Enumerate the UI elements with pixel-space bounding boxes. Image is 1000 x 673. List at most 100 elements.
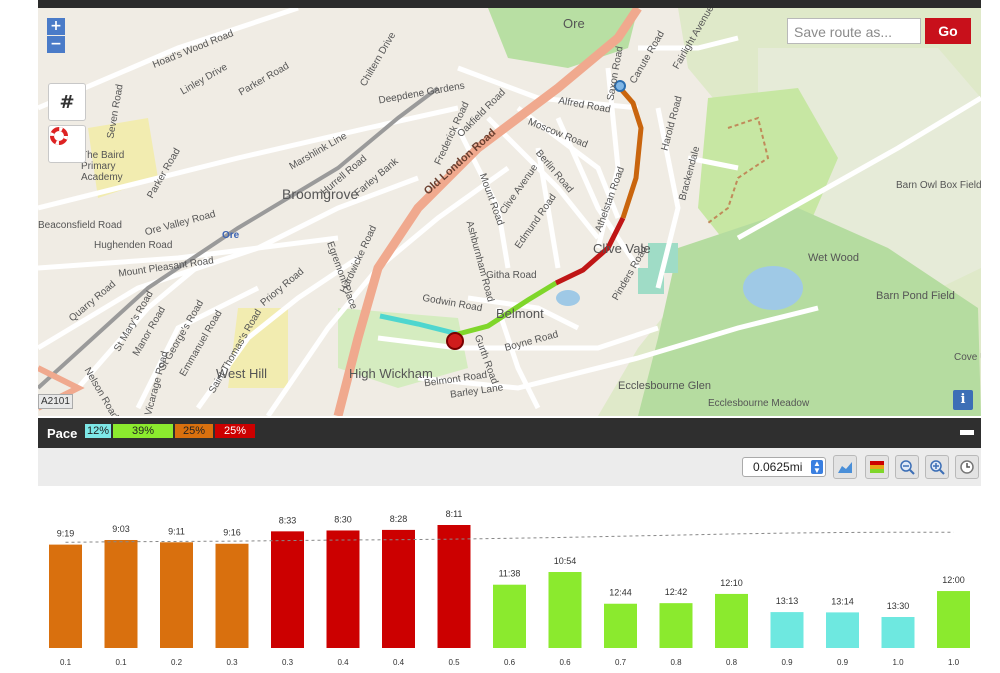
route-end-marker xyxy=(446,332,464,350)
distance-tick-label: 0.7 xyxy=(615,658,627,667)
pace-bar[interactable] xyxy=(160,542,193,648)
road-label: Hughenden Road xyxy=(94,240,173,251)
zoom-in-icon xyxy=(930,460,945,475)
pace-value-label: 12:00 xyxy=(942,575,965,585)
distance-tick-label: 0.1 xyxy=(60,658,72,667)
place-label: Cove Unde xyxy=(954,352,981,363)
pace-bar[interactable] xyxy=(826,612,859,648)
pace-trend-line xyxy=(65,531,954,543)
old-london-road xyxy=(333,8,642,416)
chart-toolbar: 0.0625mi ▲ ▼ xyxy=(38,448,981,486)
distance-tick-label: 0.5 xyxy=(448,658,460,667)
place-label: Ecclesbourne Meadow xyxy=(708,398,810,409)
school-area xyxy=(88,118,158,198)
place-label: Ecclesbourne Glen xyxy=(618,380,711,392)
west-hill-area xyxy=(228,308,288,388)
pace-bar[interactable] xyxy=(715,593,748,648)
clock-icon xyxy=(960,460,974,474)
pace-bar[interactable] xyxy=(604,603,637,648)
interval-value: 0.0625mi xyxy=(753,460,803,474)
pace-bar[interactable] xyxy=(437,525,471,648)
map-base xyxy=(38,8,981,416)
distance-tick-label: 0.4 xyxy=(337,658,349,667)
save-route-field[interactable] xyxy=(787,18,922,44)
road-label: Githa Road xyxy=(486,270,537,281)
pond-2 xyxy=(556,290,580,306)
lifebuoy-icon xyxy=(50,127,68,145)
lifebuoy-tool-button[interactable] xyxy=(48,125,86,163)
pace-value-label: 13:14 xyxy=(831,596,854,606)
distance-tick-label: 0.9 xyxy=(781,658,793,667)
pace-bar[interactable] xyxy=(271,531,304,648)
interval-select[interactable]: 0.0625mi ▲ ▼ xyxy=(742,457,826,477)
pace-legend-chip: 25% xyxy=(215,424,255,438)
pace-value-label: 8:30 xyxy=(334,514,352,524)
station-label: Ore xyxy=(222,230,240,241)
collapse-panel-button[interactable] xyxy=(960,430,974,435)
place-label: Barn Owl Box Field xyxy=(896,180,981,191)
route-segment-red xyxy=(554,216,626,286)
color-scale-button[interactable] xyxy=(865,455,889,479)
railway-line xyxy=(38,86,440,390)
place-label: Wet Wood xyxy=(808,252,859,264)
place-label: The Baird Primary Academy xyxy=(81,150,125,183)
pace-legend-chip: 39% xyxy=(113,424,173,438)
distance-tick-label: 0.6 xyxy=(504,658,516,667)
pace-panel-header: Pace 12% 39% 25% 25% xyxy=(38,418,981,448)
place-label: Ore xyxy=(563,16,585,31)
pace-bar[interactable] xyxy=(215,543,249,648)
go-button[interactable]: Go xyxy=(925,18,971,44)
distance-tick-label: 0.2 xyxy=(171,658,183,667)
zoom-out-icon xyxy=(900,460,915,475)
hash-grid-icon: # xyxy=(59,91,75,113)
zoom-out-button[interactable]: − xyxy=(47,36,65,53)
pace-bar[interactable] xyxy=(326,530,360,648)
chevron-updown-icon: ▲ ▼ xyxy=(811,460,823,475)
pace-value-label: 10:54 xyxy=(554,556,577,566)
pace-bar[interactable] xyxy=(881,617,915,648)
pace-value-label: 12:10 xyxy=(720,578,743,588)
distance-tick-label: 0.9 xyxy=(837,658,849,667)
map-view[interactable]: Ore Broomgrove Clive Vale Belmont High W… xyxy=(38,8,981,416)
route-start-marker xyxy=(614,80,626,92)
pace-legend-chip: 25% xyxy=(175,424,213,438)
pace-bar[interactable] xyxy=(937,591,970,648)
distance-tick-label: 0.6 xyxy=(559,658,571,667)
pace-value-label: 12:44 xyxy=(609,588,632,598)
zoom-in-button[interactable]: + xyxy=(47,18,65,35)
distance-tick-label: 0.8 xyxy=(726,658,738,667)
route-segment-green xyxy=(457,280,558,337)
pace-legend-chip: 12% xyxy=(85,424,111,438)
color-scale-icon xyxy=(870,461,884,473)
route-segment-fast-cyan xyxy=(379,313,459,337)
pace-value-label: 9:03 xyxy=(112,524,130,534)
save-route-input[interactable] xyxy=(792,23,922,41)
pace-value-label: 8:28 xyxy=(390,514,408,524)
zoom-in-chart-button[interactable] xyxy=(925,455,949,479)
distance-tick-label: 0.8 xyxy=(670,658,682,667)
top-bar xyxy=(38,0,981,8)
road-label: Beaconsfield Road xyxy=(38,220,122,231)
place-label: Belmont xyxy=(496,306,544,321)
grid-tool-button[interactable]: # xyxy=(48,83,86,121)
pace-chart-svg: 9:19 0.1 9:03 0.1 9:11 0.2 9:16 0.3 8:33 0.3 8:30 0… xyxy=(49,509,970,667)
pace-bar[interactable] xyxy=(770,612,804,648)
pace-bar[interactable] xyxy=(659,603,693,648)
pace-bar[interactable] xyxy=(548,572,582,648)
pace-value-label: 13:13 xyxy=(776,596,799,606)
info-button[interactable]: i xyxy=(953,390,973,410)
pace-bar[interactable] xyxy=(382,529,415,648)
pace-value-label: 9:11 xyxy=(168,526,185,536)
pace-title: Pace xyxy=(47,426,78,441)
area-chart-icon xyxy=(838,462,852,473)
zoom-out-chart-button[interactable] xyxy=(895,455,919,479)
pace-bar[interactable] xyxy=(104,539,138,648)
road-number-badge: A2101 xyxy=(38,394,73,409)
pace-bar[interactable] xyxy=(49,544,82,648)
place-label: Barn Pond Field xyxy=(876,290,955,302)
time-button[interactable] xyxy=(955,455,979,479)
pace-value-label: 8:33 xyxy=(279,515,297,525)
pace-value-label: 11:38 xyxy=(499,569,521,579)
pace-bar[interactable] xyxy=(493,584,526,648)
area-chart-button[interactable] xyxy=(833,455,857,479)
